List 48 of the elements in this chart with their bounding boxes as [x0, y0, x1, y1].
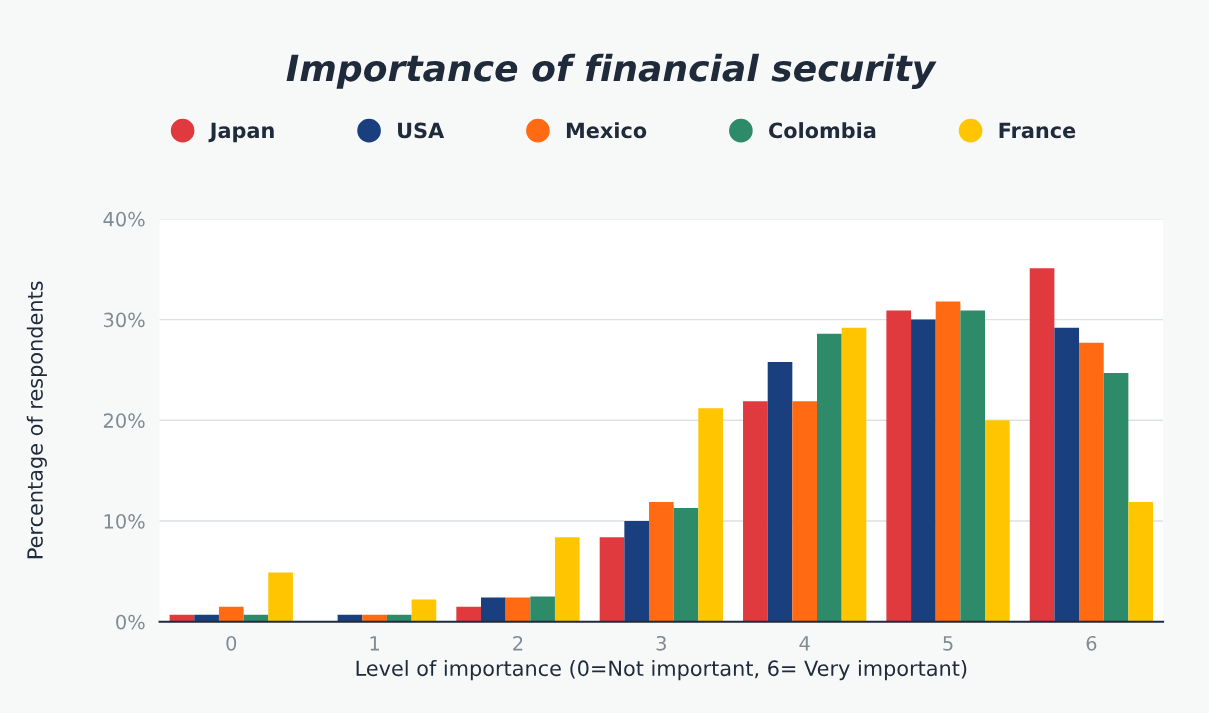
- x-tick-label: 4: [799, 636, 810, 651]
- bar: [554, 537, 580, 622]
- x-tick-label: 1: [370, 636, 380, 651]
- x-tick-label: 3: [656, 635, 666, 651]
- bar: [411, 599, 437, 622]
- bar: [841, 327, 867, 622]
- bar: [480, 597, 506, 622]
- bar: [268, 572, 293, 622]
- bar: [530, 596, 555, 622]
- bar: [886, 310, 912, 622]
- y-tick-label: 40%: [103, 211, 145, 227]
- bar: [935, 301, 961, 622]
- y-tick-label: 10%: [104, 513, 145, 529]
- bar: [767, 361, 793, 622]
- x-tick-label: 0: [226, 635, 237, 651]
- bar: [817, 333, 842, 622]
- chart-title: Importance of financial security: [286, 53, 937, 89]
- bar: [624, 521, 649, 622]
- legend-label: Japan: [208, 122, 274, 143]
- bar: [1128, 501, 1154, 622]
- bar: [456, 606, 481, 622]
- bar: [599, 537, 625, 622]
- bar: [960, 310, 986, 622]
- bar: [218, 606, 244, 622]
- legend-label: France: [999, 122, 1076, 139]
- bar: [698, 408, 723, 622]
- x-tick-label: 2: [513, 635, 523, 651]
- y-axis-title: Percentage of respondents: [26, 281, 47, 559]
- y-tick-label: 30%: [103, 312, 145, 328]
- x-tick-label: 6: [1086, 635, 1097, 651]
- bar: [1079, 342, 1104, 622]
- legend-label: Mexico: [566, 122, 647, 139]
- bar: [743, 401, 768, 622]
- bar: [985, 420, 1010, 622]
- y-tick-label: 20%: [103, 413, 145, 428]
- legend-label: USA: [398, 122, 445, 139]
- x-tick-label: 5: [943, 636, 953, 651]
- y-tick-label: 0%: [116, 614, 145, 630]
- bar: [1029, 268, 1055, 622]
- bar: [1103, 372, 1129, 622]
- bar: [911, 319, 936, 622]
- bar: [673, 507, 699, 622]
- bar: [792, 401, 817, 622]
- x-axis-title: Level of importance (0=Not important, 6= Very important): [356, 660, 967, 681]
- bar: [1054, 327, 1080, 622]
- legend-label: Colombia: [769, 122, 876, 139]
- bar: [648, 501, 674, 622]
- bar: [505, 597, 531, 622]
